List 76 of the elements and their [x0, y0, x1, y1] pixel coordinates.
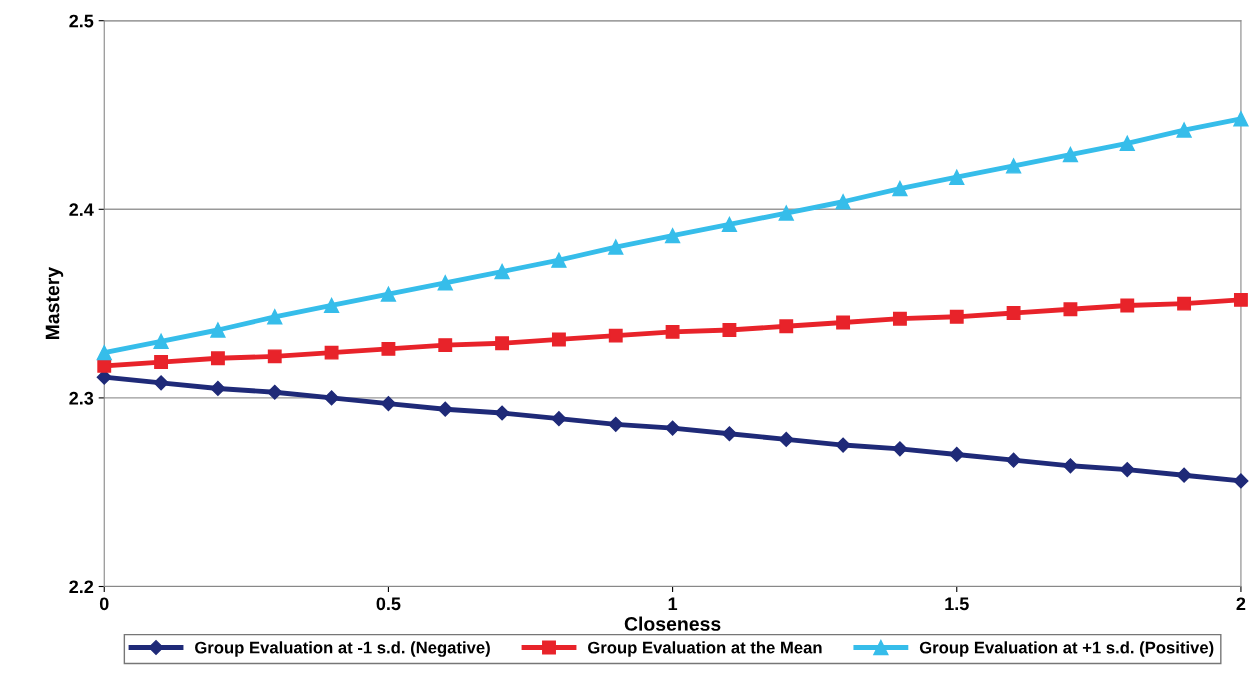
- point: [949, 169, 965, 185]
- point: [1177, 296, 1192, 311]
- point: [1176, 467, 1192, 483]
- point: [1006, 306, 1021, 320]
- point: [1062, 146, 1079, 163]
- point: [1120, 298, 1135, 313]
- point: [1233, 473, 1249, 489]
- point: [608, 239, 624, 255]
- point: [97, 358, 112, 373]
- point: [494, 405, 510, 421]
- y-tick-label: 2.5: [69, 14, 94, 28]
- point: [438, 338, 453, 353]
- legend-label: Group Evaluation at the Mean: [588, 641, 822, 657]
- x-axis-title: Closeness: [624, 616, 721, 631]
- point: [608, 416, 624, 432]
- point: [210, 351, 225, 366]
- point: [664, 228, 681, 244]
- point: [778, 431, 794, 447]
- point: [551, 252, 567, 268]
- point: [721, 426, 737, 442]
- point: [721, 216, 738, 233]
- point: [1119, 461, 1135, 478]
- point: [1063, 302, 1078, 317]
- point: [892, 180, 908, 197]
- point: [324, 390, 340, 406]
- x-tick-label: 1: [668, 597, 678, 610]
- x-tick-label: 2: [1236, 597, 1246, 610]
- y-axis-title: Mastery: [45, 266, 64, 340]
- point: [96, 344, 112, 361]
- point: [323, 297, 340, 314]
- point: [381, 341, 396, 356]
- point: [835, 194, 851, 210]
- point: [210, 380, 226, 397]
- point: [1062, 458, 1078, 474]
- point: [210, 322, 226, 338]
- point: [153, 375, 169, 391]
- point: [1233, 292, 1248, 307]
- point: [949, 309, 964, 324]
- x-tick-label: 1.5: [945, 597, 969, 611]
- point: [1119, 135, 1135, 151]
- point: [551, 332, 566, 347]
- legend-label: Group Evaluation at +1 s.d. (Positive): [919, 641, 1214, 657]
- y-tick-label: 2.2: [69, 580, 94, 594]
- point: [267, 349, 282, 364]
- point: [380, 286, 397, 302]
- y-tick-label: 2.4: [69, 203, 94, 216]
- point: [665, 420, 681, 436]
- x-tick-label: 0.5: [376, 597, 401, 611]
- point: [608, 328, 623, 343]
- point: [154, 355, 169, 370]
- point: [892, 311, 907, 326]
- legend-label: Group Evaluation at -1 s.d. (Negative): [195, 641, 490, 657]
- x-tick-label: 0: [99, 597, 109, 611]
- point: [551, 411, 567, 427]
- point: [779, 319, 794, 334]
- point: [437, 401, 453, 417]
- point: [267, 309, 283, 325]
- point: [778, 205, 794, 221]
- point: [267, 384, 283, 400]
- point: [1233, 111, 1249, 127]
- point: [437, 275, 453, 291]
- point: [1006, 452, 1022, 468]
- point: [1005, 158, 1022, 174]
- point: [1176, 122, 1192, 138]
- y-tick-label: 2.3: [69, 391, 94, 405]
- point: [495, 336, 510, 351]
- point: [722, 323, 737, 337]
- point: [835, 437, 851, 453]
- point: [380, 395, 396, 412]
- point: [324, 345, 339, 360]
- point: [836, 315, 851, 330]
- point: [892, 441, 908, 457]
- point: [665, 324, 680, 339]
- point: [949, 446, 965, 463]
- point: [494, 263, 510, 280]
- point: [153, 333, 169, 349]
